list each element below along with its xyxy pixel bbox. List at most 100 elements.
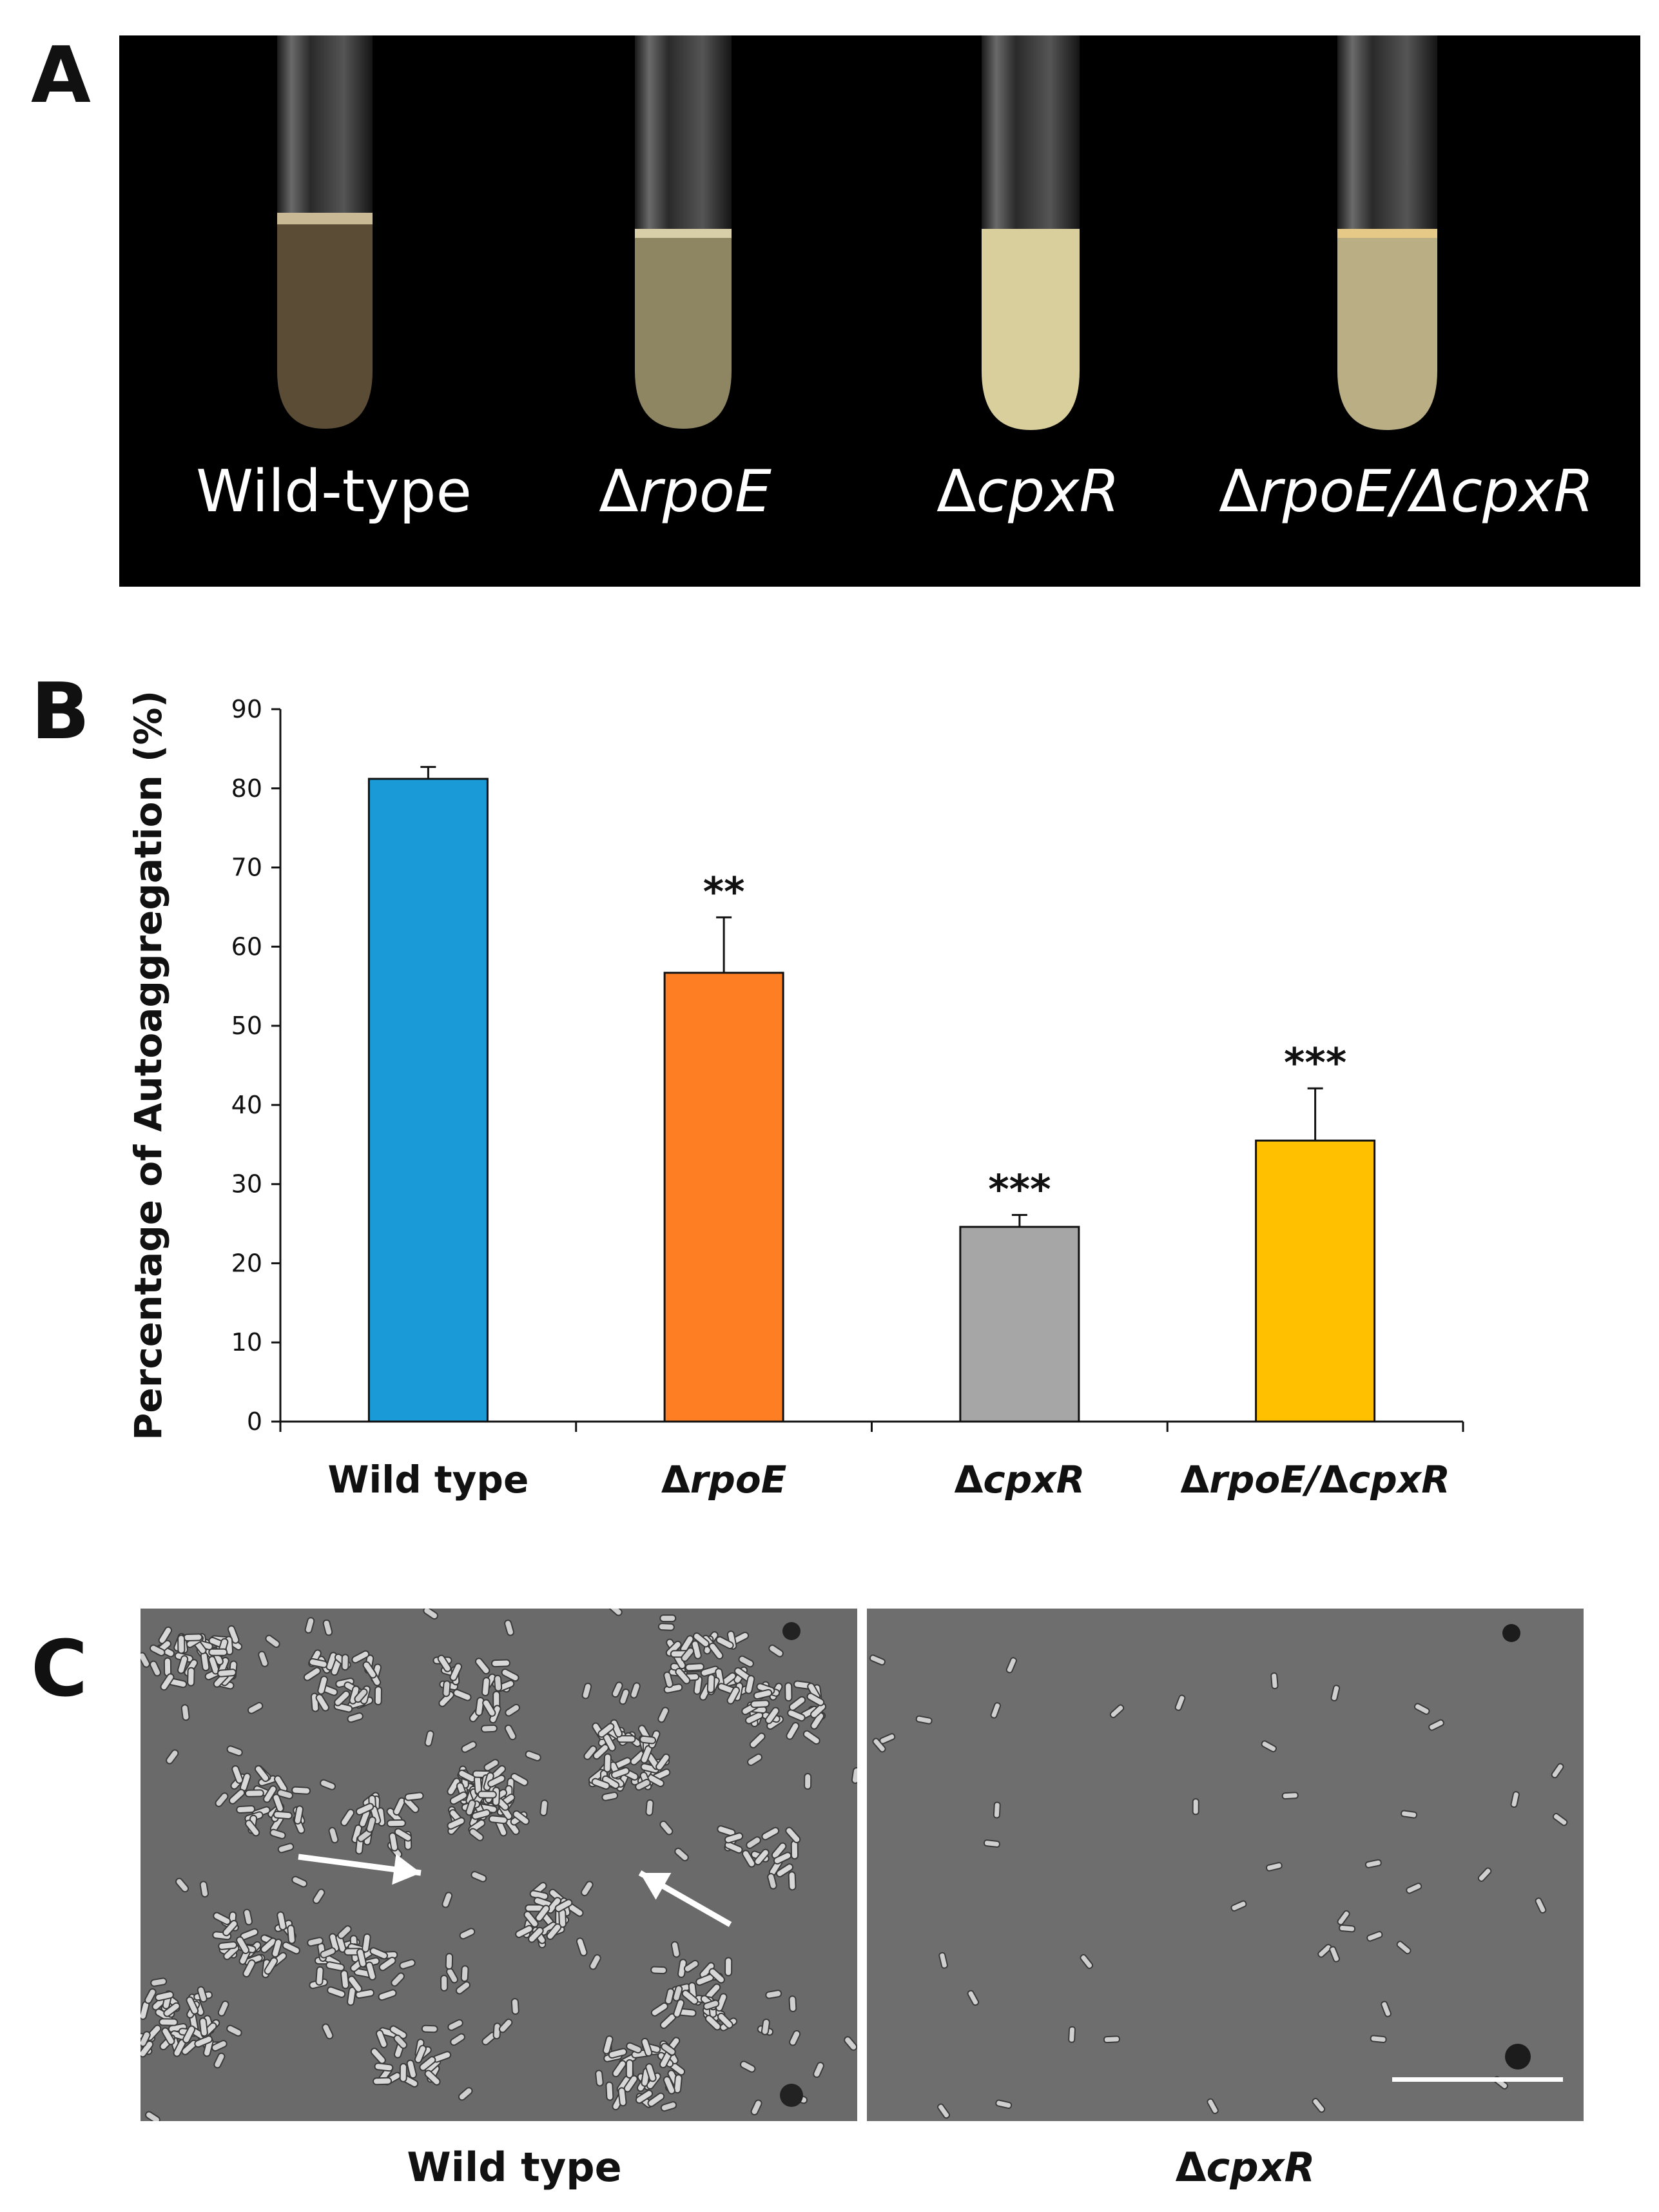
- bacterium: [461, 1741, 477, 1753]
- micrograph-label-cpxR: ΔcpxR: [1175, 2144, 1315, 2191]
- bacterium: [1428, 1719, 1444, 1731]
- bacterium: [477, 1790, 497, 1799]
- bacterium: [217, 2000, 229, 2017]
- bacterium: [293, 1805, 304, 1825]
- bacterium: [471, 1809, 491, 1820]
- bacterium: [589, 1954, 601, 1970]
- bacterium: [650, 2002, 668, 2017]
- bacterium: [806, 1692, 825, 1707]
- bacterium: [341, 1654, 349, 1671]
- bacterium: [489, 1815, 508, 1825]
- bacterium: [199, 1881, 209, 1898]
- bacterium: [595, 2070, 604, 2087]
- bacterium: [447, 1777, 461, 1796]
- bacterium: [160, 1673, 175, 1691]
- bacterium: [645, 2063, 657, 2082]
- bacterium: [773, 1852, 792, 1865]
- bacterium: [504, 1620, 514, 1636]
- micro-background: [867, 1609, 1584, 2121]
- bacterium: [813, 2062, 824, 2078]
- bacterium: [788, 1871, 797, 1891]
- bacterium: [789, 2030, 801, 2046]
- bacterium: [265, 1634, 280, 1648]
- bacterium: [423, 1609, 438, 1620]
- bacterium: [327, 1986, 346, 1998]
- bacterium: [810, 1703, 827, 1719]
- bacterium: [208, 1648, 228, 1656]
- bar: [367, 778, 489, 1423]
- bacterium: [602, 2035, 614, 2055]
- bacterium: [703, 1999, 720, 2010]
- bacterium: [657, 1707, 670, 1723]
- bacterium: [647, 2092, 665, 2108]
- bacterium: [197, 1986, 208, 2003]
- bacterium: [726, 1686, 741, 1705]
- bacterium: [1265, 1862, 1283, 1872]
- bacterium: [437, 1654, 452, 1672]
- bacterium: [1174, 1694, 1186, 1711]
- bacterium: [775, 1863, 794, 1877]
- bacterium: [601, 1791, 619, 1801]
- bacterium: [247, 1701, 264, 1714]
- bacterium: [692, 1632, 710, 1648]
- bacterium: [761, 1826, 780, 1841]
- bacterium: [186, 1996, 199, 2015]
- tube-rpoE-cpxR: [1337, 35, 1437, 430]
- bacterium: [328, 1826, 339, 1844]
- bacterium: [481, 1677, 490, 1697]
- bacterium: [243, 1908, 253, 1926]
- category-label: ΔrpoE/ΔcpxR: [1180, 1458, 1450, 1502]
- debris: [782, 1622, 800, 1640]
- bacterium: [217, 1669, 237, 1678]
- bacterium: [1005, 1657, 1017, 1674]
- panel-label-c: C: [31, 1625, 88, 1714]
- bacterium: [150, 1644, 166, 1657]
- bacterium: [1401, 1810, 1418, 1819]
- bacterium: [474, 1658, 490, 1675]
- bacterium: [498, 2019, 513, 2033]
- bacterium: [515, 1924, 534, 1939]
- micrograph-wild-type: [141, 1609, 857, 2121]
- bacterium: [458, 2087, 473, 2101]
- bacterium: [504, 1724, 517, 1741]
- bacterium: [391, 1972, 405, 1987]
- bacterium: [1535, 1897, 1547, 1914]
- bacterium: [399, 2062, 407, 2082]
- bacterium: [459, 1928, 476, 1940]
- bacterium: [182, 2025, 196, 2044]
- bacterium: [510, 1772, 529, 1786]
- bacterium: [659, 1614, 677, 1623]
- bacterium: [271, 1938, 282, 1958]
- bacterium: [175, 1877, 189, 1893]
- bacterium: [1330, 1685, 1341, 1701]
- category-label: ΔrpoE: [661, 1458, 786, 1502]
- bacterium: [1406, 1883, 1422, 1894]
- bacterium: [199, 2017, 208, 2037]
- autoaggregation-bar-chart: 0 10 20 30 40 50 60 70 80 90 Percentage of Autoagg…: [126, 690, 1464, 1502]
- bacterium: [447, 1817, 465, 1830]
- y-tick-label: 30: [231, 1170, 262, 1199]
- bacterium: [150, 1977, 168, 1987]
- bacterium: [765, 1990, 782, 1999]
- bacterium: [784, 1682, 793, 1702]
- bacterium: [183, 1633, 203, 1642]
- bacterium: [393, 1797, 406, 1816]
- bacterium: [1312, 2098, 1326, 2113]
- bacterium: [525, 1750, 541, 1762]
- bacterium: [674, 2074, 683, 2094]
- bacterium: [166, 1749, 179, 1765]
- bacterium: [494, 1674, 503, 1692]
- bacterium: [158, 1626, 172, 1645]
- bacterium: [226, 2024, 242, 2037]
- bacterium: [771, 1842, 787, 1859]
- bacterium: [750, 1699, 770, 1708]
- bacterium: [1551, 1763, 1564, 1779]
- bacterium: [227, 1625, 240, 1644]
- bacterium: [708, 1968, 725, 1984]
- bacterium: [187, 1667, 195, 1687]
- bacterium: [354, 1688, 368, 1703]
- bacterium: [1364, 1859, 1382, 1868]
- arrow-head: [392, 1854, 421, 1885]
- bacterium: [177, 1634, 186, 1654]
- bacterium: [291, 1786, 311, 1795]
